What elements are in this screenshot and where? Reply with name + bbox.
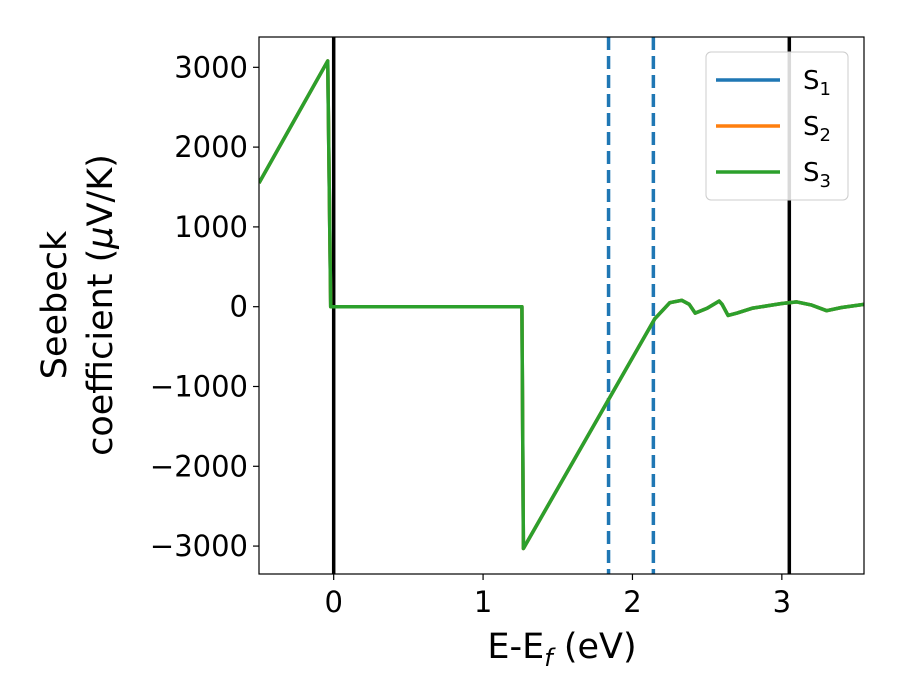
y-tick-label: −3000 — [150, 529, 248, 563]
y-axis-label-line1: Seebeck — [35, 230, 75, 379]
x-tick-label: 2 — [623, 585, 641, 619]
plot-frame — [258, 36, 865, 575]
legend-label-3: S3 — [803, 158, 831, 192]
y-axis-label-unit: V/K) — [81, 154, 121, 226]
y-axis-label-line2: coefficient (μV/K) — [81, 154, 121, 456]
legend-label-1: S1 — [803, 66, 831, 100]
x-axis-ticks: 0 1 2 3 — [324, 574, 791, 619]
x-tick-label: 0 — [324, 585, 342, 619]
x-axis-label-unit: (eV) — [553, 627, 637, 667]
y-tick-label: 0 — [230, 290, 248, 324]
y-tick-label: −1000 — [150, 369, 248, 403]
y-tick-label: 1000 — [174, 210, 248, 244]
y-tick-label: 3000 — [174, 50, 248, 84]
series-lines — [259, 59, 864, 551]
y-tick-label: −2000 — [150, 449, 248, 483]
x-tick-label: 3 — [773, 585, 791, 619]
x-axis-label: E-Ef (eV) — [487, 627, 636, 672]
y-axis-label-mu: μ — [81, 226, 121, 249]
series-line-3 — [259, 59, 864, 551]
legend: S1 S2 S3 — [705, 51, 849, 201]
y-axis-label-coefficient: coefficient ( — [81, 249, 121, 456]
legend-label-2: S2 — [803, 112, 831, 146]
y-axis-label: Seebeck coefficient (μV/K) — [35, 154, 121, 456]
y-axis-ticks: −3000 −2000 −1000 0 1000 2000 3000 — [150, 50, 259, 563]
x-axis-label-main: E-E — [487, 627, 544, 667]
x-tick-label: 1 — [474, 585, 492, 619]
y-tick-label: 2000 — [174, 130, 248, 164]
